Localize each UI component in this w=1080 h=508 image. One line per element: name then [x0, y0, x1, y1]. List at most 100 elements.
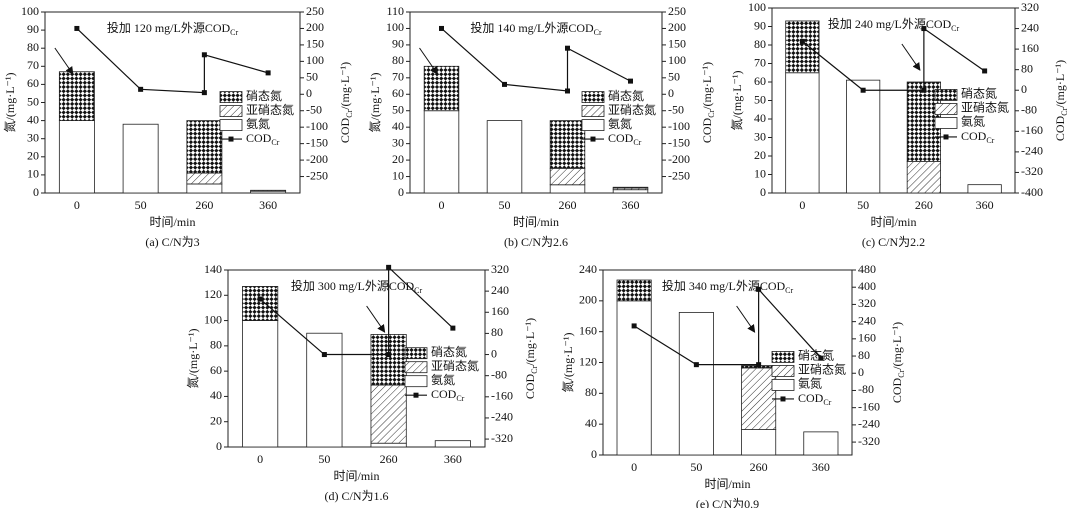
cod-point: [257, 296, 263, 302]
y2-axis-label: CODCr/(mg·L⁻¹): [700, 62, 717, 143]
y-axis-label: 氮/(mg·L⁻¹): [2, 73, 17, 133]
bar-segment: [242, 286, 279, 321]
y2-axis-label-part: COD: [1053, 115, 1067, 141]
cod-point: [201, 52, 207, 58]
bar-segment: [423, 110, 460, 194]
x-axis-label: 时间/min: [333, 469, 379, 483]
y-tick-label: 10: [27, 167, 39, 181]
x-tick-label: 50: [857, 198, 869, 212]
legend-label: CODCr: [246, 131, 280, 148]
bar-segment: [58, 120, 95, 194]
bar-segment: [370, 384, 407, 444]
annotation: 投加 240 mg/L外源CODCr: [828, 16, 960, 34]
x-axis-label: 时间/min: [870, 215, 916, 229]
y-tick-label: 40: [754, 111, 766, 125]
arrow: [366, 305, 386, 333]
annotation-part: Cr: [951, 24, 959, 33]
arrow: [736, 305, 756, 333]
legend-swatch: [581, 91, 605, 103]
legend-label: 硝态氮: [246, 88, 282, 103]
y-tick-label: 90: [392, 37, 404, 51]
x-tick-label: 50: [135, 198, 147, 212]
bar-segment: [434, 440, 471, 448]
y-tick-label: 30: [27, 130, 39, 144]
annotation: 投加 340 mg/L外源CODCr: [662, 278, 794, 296]
y-tick-label: 120: [579, 354, 597, 368]
bar-segment: [785, 20, 820, 74]
y2-tick-label: -250: [668, 168, 690, 182]
cod-point: [502, 81, 507, 87]
y2-tick-label: 240: [858, 313, 876, 327]
y2-axis-label: CODCr/(mg·L⁻¹): [338, 62, 355, 143]
y-tick-label: 40: [585, 416, 597, 430]
x-axis-label: 时间/min: [149, 215, 195, 229]
y-tick-label: 200: [579, 293, 597, 307]
y-tick-label: 70: [392, 70, 404, 84]
legend-swatch: [404, 361, 428, 374]
legend-label: 氨氮: [798, 376, 822, 391]
y-tick-label: 20: [392, 152, 404, 166]
x-tick-label: 260: [380, 452, 398, 466]
y2-tick-label: 80: [491, 325, 503, 339]
y-tick-label: 90: [754, 18, 766, 32]
bar-segment: [423, 65, 460, 112]
bar-segment: [306, 332, 343, 448]
cod-point: [201, 90, 207, 96]
cod-point: [818, 355, 824, 361]
y-tick-label: 0: [216, 439, 222, 453]
y2-tick-label: -240: [1021, 144, 1043, 158]
y2-axis-label-part: COD: [523, 373, 537, 399]
y2-tick-label: 240: [491, 283, 509, 297]
bar-segment: [186, 172, 223, 185]
y2-axis-label: CODCr/(mg·L⁻¹): [1053, 60, 1070, 141]
cod-point: [386, 352, 392, 358]
y2-tick-label: 0: [858, 365, 864, 379]
y-tick-label: 120: [204, 287, 222, 301]
y2-tick-label: 320: [491, 262, 509, 276]
caption: (d) C/N为1.6: [325, 489, 389, 503]
legend-label: 硝态氮: [431, 344, 467, 359]
x-axis-label: 时间/min: [513, 215, 559, 229]
legend-label: CODCr: [961, 129, 995, 146]
y-tick-label: 80: [27, 40, 39, 54]
y2-tick-label: 0: [306, 86, 312, 100]
y2-tick-label: -160: [491, 389, 513, 403]
cod-point: [565, 88, 570, 94]
y-tick-label: 30: [754, 129, 766, 143]
legend-label: 硝态氮: [798, 348, 834, 363]
cod-point: [756, 362, 762, 368]
cod-point: [982, 68, 988, 74]
cod-point: [265, 70, 271, 76]
cod-line: [76, 28, 269, 94]
y2-tick-label: -80: [858, 382, 874, 396]
cod-line: [441, 28, 631, 92]
x-tick-label: 0: [631, 460, 637, 474]
x-tick-label: 360: [444, 452, 462, 466]
legend-label: 氨氮: [431, 372, 455, 387]
y2-axis-label-part: COD: [338, 117, 352, 143]
y2-axis-label-part: /(mg·L⁻¹): [1053, 60, 1067, 108]
y2-axis-label: CODCr/(mg·L⁻¹): [523, 318, 540, 399]
annotation: 投加 300 mg/L外源CODCr: [291, 278, 423, 296]
plot-frame: [227, 269, 486, 448]
y2-tick-label: -160: [858, 399, 880, 413]
bar-segment: [242, 320, 279, 448]
cod-point: [321, 352, 327, 358]
annotation-part: 投加 240 mg/L外源COD: [828, 16, 952, 31]
legend-swatch: [581, 105, 605, 117]
y-axis-label: 氮/(mg·L⁻¹): [185, 329, 200, 389]
y-tick-label: 60: [210, 363, 222, 377]
y2-tick-label: 50: [668, 70, 680, 84]
y2-tick-label: 250: [668, 4, 686, 18]
y2-axis-label: CODCr/(mg·L⁻¹): [890, 322, 907, 403]
legend-marker: [413, 392, 419, 398]
x-tick-label: 0: [799, 198, 805, 212]
legend-swatch: [581, 119, 605, 131]
legend-swatch: [219, 91, 243, 103]
cod-point: [756, 286, 762, 292]
legend-swatch: [219, 119, 243, 131]
bar-segment: [58, 71, 95, 122]
annotation-part: 投加 120 mg/L外源COD: [107, 20, 231, 35]
y2-axis-label-part: Cr: [345, 109, 354, 117]
y-tick-label: 140: [204, 262, 222, 276]
